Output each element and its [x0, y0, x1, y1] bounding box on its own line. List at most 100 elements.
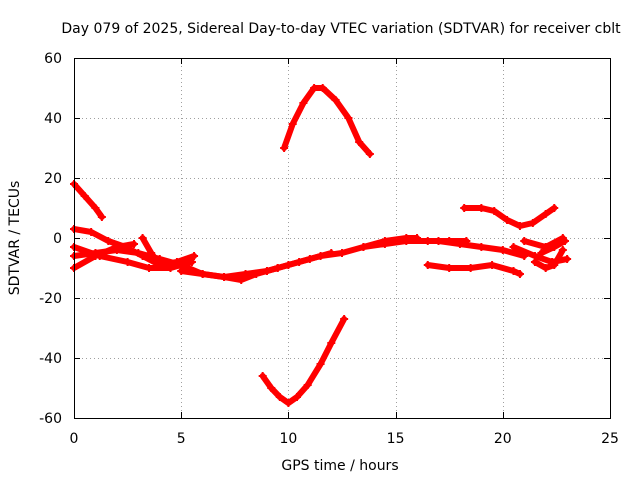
data-point-marker: [509, 243, 518, 251]
series-line: [360, 235, 420, 250]
data-point-marker: [155, 261, 164, 269]
series-track-8: [138, 234, 164, 269]
y-tick-label: 60: [44, 51, 62, 67]
y-axis-label: SDTVAR / TECUs: [7, 181, 23, 296]
data-point-marker: [147, 249, 156, 257]
data-point-marker: [262, 267, 271, 275]
data-point-marker: [460, 204, 469, 212]
data-point-marker: [340, 315, 349, 323]
data-point-marker: [310, 84, 319, 92]
data-series: [70, 84, 572, 407]
x-tick-label: 5: [177, 431, 186, 447]
data-point-marker: [138, 234, 147, 242]
series-track-3: [258, 315, 349, 407]
data-point-marker: [563, 255, 572, 263]
series-track-11: [359, 234, 422, 251]
data-point-marker: [267, 384, 276, 392]
data-point-marker: [187, 258, 196, 266]
data-point-marker: [541, 243, 550, 251]
data-point-marker: [258, 372, 267, 380]
data-point-marker: [355, 138, 364, 146]
series-line: [424, 262, 523, 277]
data-point-marker: [359, 243, 368, 251]
data-point-marker: [305, 255, 314, 263]
data-point-marker: [123, 258, 132, 266]
data-point-marker: [515, 270, 524, 278]
data-point-marker: [87, 228, 96, 236]
x-tick-label: 25: [601, 431, 619, 447]
x-tick-label: 15: [387, 431, 405, 447]
axis-ticks: [74, 58, 611, 419]
data-point-marker: [327, 249, 336, 257]
data-point-marker: [284, 399, 293, 407]
data-point-marker: [130, 240, 139, 248]
data-point-marker: [541, 264, 550, 272]
data-point-marker: [138, 252, 147, 260]
data-point-marker: [530, 258, 539, 266]
data-point-marker: [528, 219, 537, 227]
data-point-marker: [509, 267, 518, 275]
chart-title: Day 079 of 2025, Sidereal Day-to-day VTE…: [61, 21, 621, 37]
data-point-marker: [145, 264, 154, 272]
series-track-14: [423, 261, 524, 278]
data-point-marker: [284, 261, 293, 269]
series-line: [461, 205, 558, 229]
y-tick-label: -20: [39, 291, 62, 307]
series-track-12: [434, 237, 529, 260]
data-point-marker: [445, 264, 454, 272]
data-point-marker: [520, 237, 529, 245]
y-tick-label: -40: [39, 351, 62, 367]
data-point-marker: [423, 261, 432, 269]
x-axis-label: GPS time / hours: [281, 458, 398, 474]
data-point-marker: [402, 234, 411, 242]
data-point-marker: [537, 249, 546, 257]
data-point-marker: [299, 99, 308, 107]
series-line: [71, 241, 137, 271]
data-point-marker: [97, 213, 106, 221]
data-point-marker: [338, 249, 346, 257]
data-point-marker: [177, 267, 186, 275]
data-point-marker: [503, 216, 512, 224]
data-point-marker: [112, 243, 121, 251]
series-line: [281, 85, 373, 157]
data-point-marker: [91, 204, 100, 212]
data-point-marker: [220, 273, 229, 281]
series-track-2: [280, 84, 374, 158]
data-point-marker: [241, 270, 250, 278]
x-tick-label: 20: [494, 431, 512, 447]
data-point-marker: [550, 261, 559, 269]
data-point-marker: [344, 114, 353, 122]
data-point-marker: [365, 150, 374, 158]
data-point-marker: [477, 243, 486, 251]
y-tick-label: 40: [44, 111, 62, 127]
data-point-marker: [190, 252, 199, 260]
data-point-marker: [198, 270, 207, 278]
data-point-marker: [423, 237, 432, 245]
data-point-marker: [515, 222, 524, 230]
data-point-marker: [292, 393, 301, 401]
data-point-marker: [488, 261, 497, 269]
data-point-marker: [318, 84, 327, 92]
data-point-marker: [490, 207, 499, 215]
y-tick-label: 0: [53, 231, 62, 247]
data-point-marker: [80, 192, 89, 200]
data-point-marker: [95, 252, 104, 260]
data-point-marker: [550, 204, 559, 212]
series-track-1: [70, 180, 106, 221]
data-point-marker: [104, 237, 113, 245]
data-point-marker: [477, 204, 486, 212]
series-track-16: [530, 246, 567, 272]
series-line: [264, 250, 335, 274]
data-point-marker: [380, 237, 389, 245]
data-point-marker: [303, 381, 312, 389]
series-line: [71, 181, 105, 220]
data-point-marker: [466, 264, 475, 272]
data-point-marker: [434, 237, 443, 245]
data-point-marker: [275, 393, 284, 401]
x-axis-tick-labels: 0 5 10 15 20 25: [70, 431, 619, 447]
data-point-marker: [558, 234, 567, 242]
data-point-marker: [316, 360, 325, 368]
data-point-marker: [558, 246, 567, 254]
series-line: [259, 316, 348, 406]
